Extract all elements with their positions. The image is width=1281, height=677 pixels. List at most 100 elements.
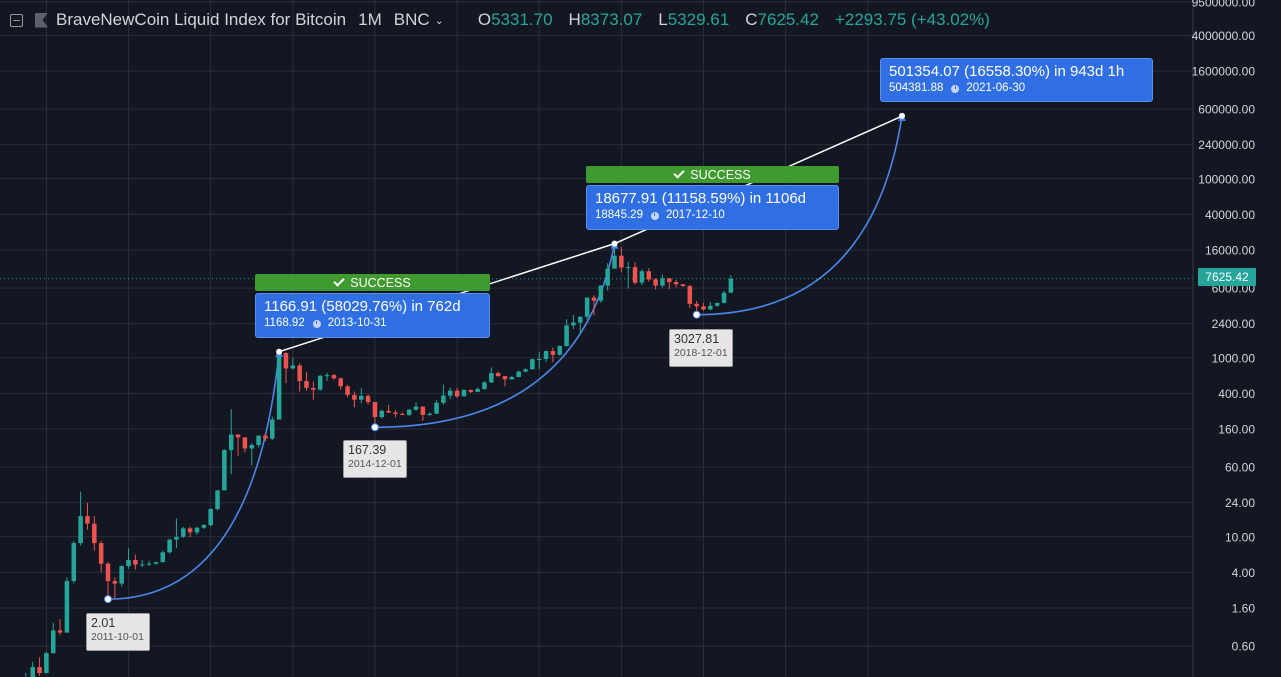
candle[interactable] — [687, 284, 693, 308]
price-axis[interactable]: 9500000.00 4000000.00 1600000.00 600000.00 2… — [1192, 0, 1281, 677]
candle[interactable] — [708, 301, 713, 311]
candle[interactable] — [78, 491, 83, 546]
low-marker[interactable] — [104, 595, 112, 604]
candle[interactable] — [85, 502, 90, 530]
candle[interactable] — [24, 673, 29, 677]
measure-callout[interactable]: 1166.91 (58029.76%) in 762d 1168.92 2013-… — [255, 293, 490, 338]
candle[interactable] — [64, 577, 70, 633]
candle[interactable] — [119, 565, 124, 587]
chevron-down-icon[interactable]: ⌄ — [434, 14, 444, 27]
candle[interactable] — [639, 269, 645, 286]
low-marker[interactable] — [692, 310, 701, 319]
candle[interactable] — [468, 389, 474, 393]
candle[interactable] — [393, 410, 398, 418]
candle[interactable] — [160, 550, 166, 563]
candle[interactable] — [413, 402, 419, 411]
candle[interactable] — [632, 262, 638, 285]
candle[interactable] — [112, 577, 118, 600]
candle[interactable] — [441, 384, 446, 405]
projection-callout[interactable]: 501354.07 (16558.30%) in 943d 1h 504381.… — [880, 58, 1153, 102]
candle[interactable] — [270, 416, 275, 441]
candle[interactable] — [605, 263, 610, 291]
high-marker[interactable] — [611, 240, 618, 247]
measure-callout[interactable]: 18677.91 (11158.59%) in 1106d 18845.29 20… — [586, 185, 839, 230]
candle[interactable] — [50, 622, 56, 654]
candle[interactable] — [249, 443, 255, 466]
candles[interactable] — [24, 243, 734, 677]
exchange[interactable]: BNC — [393, 10, 430, 29]
candle[interactable] — [235, 434, 241, 456]
candle[interactable] — [673, 279, 679, 288]
candle[interactable] — [352, 391, 357, 408]
candle[interactable] — [222, 449, 227, 491]
candle[interactable] — [37, 657, 42, 676]
candle[interactable] — [578, 315, 583, 335]
candle[interactable] — [701, 302, 706, 311]
candle[interactable] — [530, 358, 535, 370]
candle[interactable] — [283, 352, 289, 384]
candle[interactable] — [146, 560, 152, 567]
candle[interactable] — [242, 437, 248, 453]
candle[interactable] — [660, 274, 665, 288]
candle[interactable] — [447, 387, 453, 400]
candle[interactable] — [311, 381, 316, 400]
candle[interactable] — [714, 302, 720, 307]
candle[interactable] — [133, 554, 138, 570]
low-marker[interactable] — [370, 423, 379, 432]
candle[interactable] — [598, 285, 604, 303]
candle[interactable] — [208, 507, 213, 527]
candle[interactable] — [386, 404, 391, 414]
candle[interactable] — [317, 375, 323, 391]
candle[interactable] — [584, 297, 590, 320]
candle[interactable] — [181, 526, 186, 538]
candle[interactable] — [345, 384, 350, 398]
candle[interactable] — [502, 375, 508, 387]
candle[interactable] — [475, 387, 480, 393]
candle[interactable] — [427, 412, 432, 416]
candle[interactable] — [228, 409, 234, 475]
candle[interactable] — [92, 516, 97, 551]
candle[interactable] — [297, 363, 302, 392]
candle[interactable] — [646, 268, 652, 282]
candle[interactable] — [728, 275, 734, 293]
candle[interactable] — [276, 351, 282, 420]
candle[interactable] — [406, 408, 412, 416]
candle[interactable] — [721, 290, 727, 304]
candle[interactable] — [434, 400, 439, 415]
candle[interactable] — [420, 406, 426, 421]
candle[interactable] — [153, 561, 159, 565]
candle[interactable] — [516, 370, 521, 378]
candle[interactable] — [489, 367, 494, 383]
candle[interactable] — [194, 526, 200, 535]
candle[interactable] — [263, 432, 268, 442]
candle[interactable] — [215, 490, 220, 511]
high-marker[interactable] — [899, 112, 905, 119]
candle[interactable] — [550, 347, 556, 363]
candle[interactable] — [653, 278, 658, 290]
candle[interactable] — [461, 389, 467, 397]
candle[interactable] — [57, 619, 63, 635]
interval[interactable]: 1M — [358, 10, 382, 29]
candle[interactable] — [126, 548, 131, 569]
candle[interactable] — [187, 526, 193, 538]
candle[interactable] — [167, 538, 172, 554]
high-marker[interactable] — [276, 348, 283, 355]
candle[interactable] — [71, 540, 77, 584]
candle[interactable] — [290, 357, 296, 370]
candle[interactable] — [174, 518, 179, 548]
candle[interactable] — [523, 368, 528, 373]
candle[interactable] — [619, 247, 624, 273]
candle[interactable] — [536, 351, 542, 369]
flag-icon[interactable] — [35, 12, 48, 28]
candle[interactable] — [98, 540, 104, 573]
candle[interactable] — [139, 560, 145, 567]
collapse-icon[interactable] — [10, 13, 23, 27]
candle[interactable] — [358, 387, 364, 404]
candle[interactable] — [680, 283, 686, 287]
candle[interactable] — [331, 373, 337, 380]
candle[interactable] — [304, 371, 309, 391]
candle[interactable] — [365, 394, 371, 405]
candle[interactable] — [256, 435, 261, 448]
candle[interactable] — [557, 345, 563, 356]
candle[interactable] — [338, 377, 343, 390]
